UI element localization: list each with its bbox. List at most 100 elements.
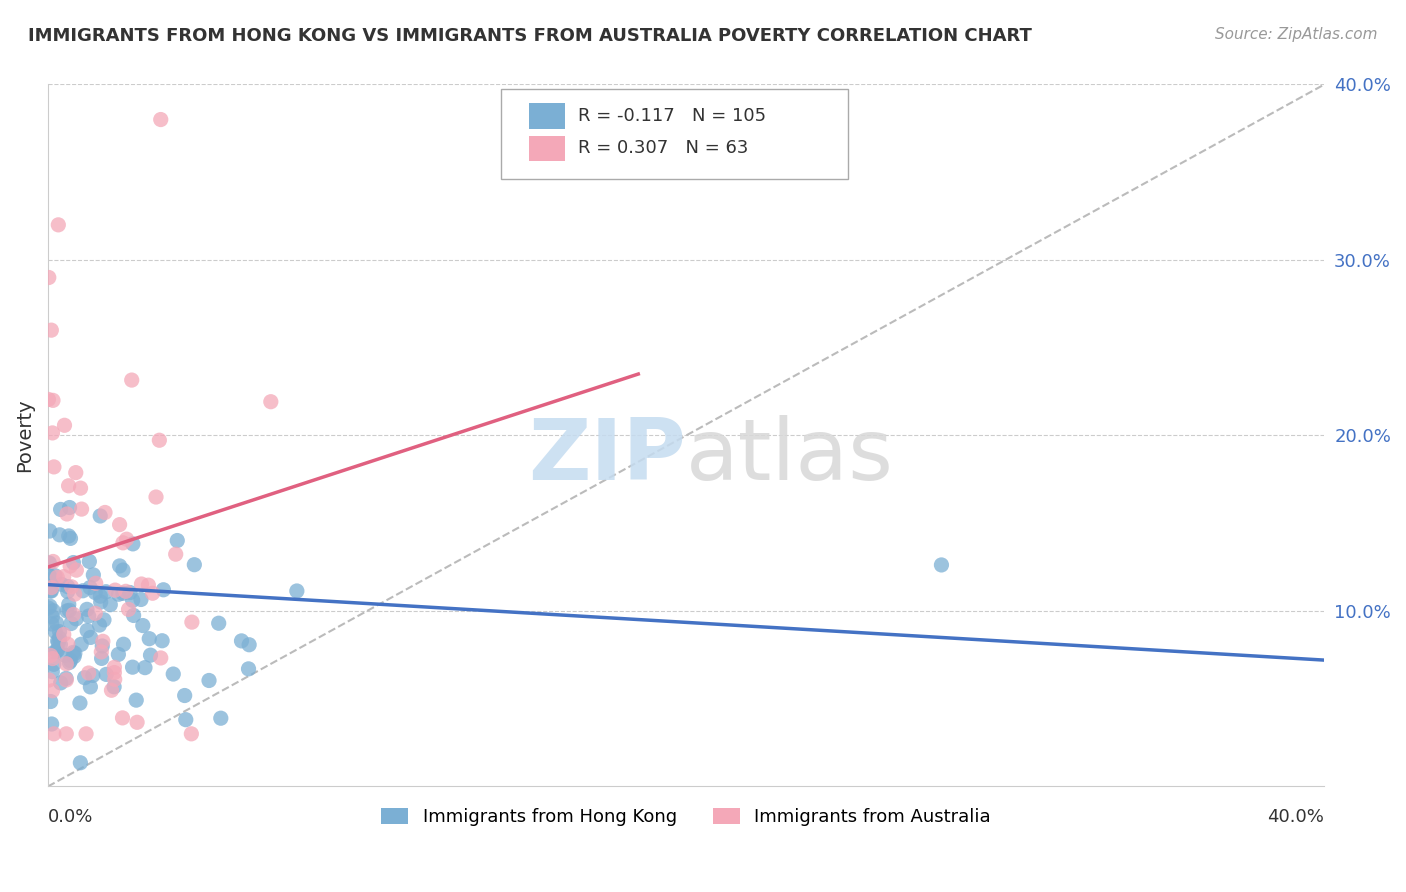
Immigrants from Hong Kong [90, 595, 112, 609]
Immigrants from Hong Kong [121, 660, 143, 674]
Immigrants from Hong Kong [62, 645, 84, 659]
Immigrants from Australia [42, 393, 65, 408]
Immigrants from Hong Kong [93, 613, 115, 627]
Immigrants from Australia [55, 673, 77, 687]
Immigrants from Hong Kong [49, 502, 72, 516]
Immigrants from Hong Kong [59, 616, 82, 631]
Immigrants from Hong Kong [238, 662, 260, 676]
Y-axis label: Poverty: Poverty [15, 399, 34, 472]
Immigrants from Hong Kong [44, 568, 66, 582]
Immigrants from Hong Kong [111, 563, 134, 577]
Immigrants from Australia [148, 434, 170, 448]
Immigrants from Australia [77, 666, 100, 681]
Immigrants from Hong Kong [73, 671, 96, 685]
Immigrants from Hong Kong [59, 532, 82, 546]
Immigrants from Australia [94, 506, 117, 520]
Immigrants from Australia [38, 673, 60, 687]
Immigrants from Australia [63, 587, 86, 601]
FancyBboxPatch shape [529, 103, 565, 128]
Immigrants from Hong Kong [56, 604, 79, 618]
Immigrants from Australia [65, 466, 87, 480]
Immigrants from Hong Kong [58, 656, 80, 670]
Immigrants from Australia [59, 559, 82, 574]
Immigrants from Australia [58, 479, 80, 493]
Immigrants from Hong Kong [134, 660, 156, 674]
Immigrants from Hong Kong [41, 665, 63, 679]
Immigrants from Hong Kong [56, 584, 79, 599]
Immigrants from Hong Kong [90, 651, 112, 665]
Immigrants from Australia [103, 665, 125, 680]
Immigrants from Australia [104, 673, 127, 687]
Immigrants from Hong Kong [46, 643, 69, 657]
Immigrants from Hong Kong [208, 616, 231, 631]
Immigrants from Australia [70, 502, 93, 516]
Immigrants from Hong Kong [62, 556, 84, 570]
Immigrants from Australia [91, 634, 114, 648]
Immigrants from Hong Kong [79, 680, 101, 694]
Immigrants from Hong Kong [139, 648, 162, 662]
Immigrants from Hong Kong [49, 638, 72, 652]
Immigrants from Hong Kong [48, 635, 70, 649]
Immigrants from Australia [114, 584, 136, 599]
Immigrants from Hong Kong [285, 584, 308, 599]
FancyBboxPatch shape [501, 89, 848, 179]
Immigrants from Hong Kong [79, 631, 101, 645]
Immigrants from Australia [46, 570, 69, 584]
Immigrants from Hong Kong [38, 556, 60, 570]
Immigrants from Hong Kong [98, 598, 121, 612]
Immigrants from Australia [75, 727, 97, 741]
Immigrants from Australia [65, 563, 87, 577]
Immigrants from Hong Kong [41, 609, 63, 624]
Immigrants from Hong Kong [82, 568, 104, 582]
Immigrants from Australia [42, 554, 65, 568]
Immigrants from Australia [149, 112, 172, 127]
Immigrants from Hong Kong [70, 637, 93, 651]
Immigrants from Australia [108, 517, 131, 532]
Immigrants from Hong Kong [55, 672, 77, 686]
Immigrants from Australia [104, 583, 127, 598]
Immigrants from Australia [69, 481, 91, 495]
Immigrants from Hong Kong [44, 624, 66, 639]
Immigrants from Australia [55, 727, 77, 741]
Immigrants from Hong Kong [103, 680, 125, 694]
Immigrants from Australia [42, 459, 65, 474]
Immigrants from Hong Kong [69, 696, 91, 710]
Immigrants from Hong Kong [79, 554, 101, 568]
Immigrants from Hong Kong [183, 558, 205, 572]
Immigrants from Hong Kong [122, 537, 145, 551]
Immigrants from Australia [41, 581, 63, 595]
Immigrants from Hong Kong [132, 618, 155, 632]
Immigrants from Australia [103, 660, 125, 674]
Immigrants from Australia [180, 615, 202, 629]
Immigrants from Hong Kong [122, 608, 145, 623]
Immigrants from Hong Kong [38, 524, 60, 538]
Immigrants from Hong Kong [112, 637, 135, 651]
Immigrants from Australia [149, 651, 172, 665]
Immigrants from Hong Kong [91, 639, 114, 653]
Immigrants from Hong Kong [89, 508, 111, 523]
FancyBboxPatch shape [529, 136, 565, 161]
Immigrants from Hong Kong [76, 624, 98, 638]
Immigrants from Hong Kong [125, 693, 148, 707]
Immigrants from Hong Kong [129, 592, 152, 607]
Immigrants from Hong Kong [84, 585, 107, 599]
Immigrants from Australia [127, 715, 149, 730]
Immigrants from Australia [42, 727, 65, 741]
Immigrants from Hong Kong [174, 713, 197, 727]
Text: 0.0%: 0.0% [48, 807, 93, 825]
Immigrants from Australia [131, 577, 153, 591]
Immigrants from Hong Kong [59, 654, 82, 668]
Immigrants from Australia [117, 602, 139, 616]
Immigrants from Australia [100, 683, 122, 698]
Immigrants from Hong Kong [138, 632, 160, 646]
Text: R = -0.117   N = 105: R = -0.117 N = 105 [578, 107, 766, 125]
Immigrants from Australia [84, 607, 107, 621]
Immigrants from Hong Kong [58, 603, 80, 617]
Text: atlas: atlas [686, 415, 894, 498]
Immigrants from Hong Kong [209, 711, 232, 725]
Immigrants from Hong Kong [107, 648, 129, 662]
Immigrants from Hong Kong [48, 624, 70, 639]
Immigrants from Hong Kong [63, 649, 86, 664]
Text: R = 0.307   N = 63: R = 0.307 N = 63 [578, 139, 748, 157]
Immigrants from Hong Kong [39, 583, 62, 598]
